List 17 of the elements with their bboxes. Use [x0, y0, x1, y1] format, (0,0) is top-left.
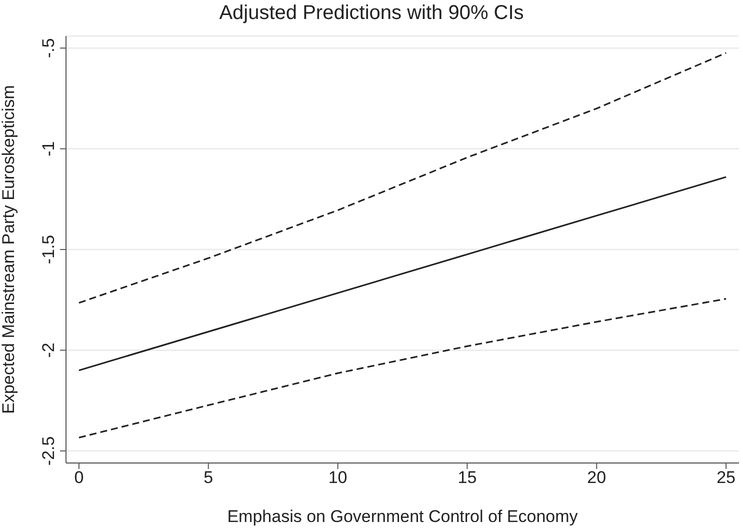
x-tick-label: 20 — [587, 468, 606, 488]
y-tick-label: -1.5 — [39, 234, 58, 264]
chart-title: Adjusted Predictions with 90% CIs — [218, 2, 525, 25]
y-tick-label: -2.5 — [39, 436, 58, 466]
y-tick-label: -2 — [39, 342, 58, 358]
y-tick-label: -1 — [39, 141, 58, 156]
x-tick-label: 10 — [328, 468, 348, 488]
line-series — [78, 52, 727, 304]
x-tick-label: 0 — [74, 468, 84, 488]
x-tick-label: 5 — [204, 468, 214, 488]
line-series — [78, 176, 727, 372]
x-axis-title: Emphasis on Government Control of Economy — [227, 507, 578, 526]
x-tick-label: 25 — [716, 468, 736, 488]
y-tick-label: -.5 — [39, 38, 58, 58]
y-axis-title: Expected Mainstream Party Euroskepticism — [0, 85, 18, 414]
line-series — [78, 298, 727, 438]
x-tick-label: 15 — [458, 468, 477, 488]
